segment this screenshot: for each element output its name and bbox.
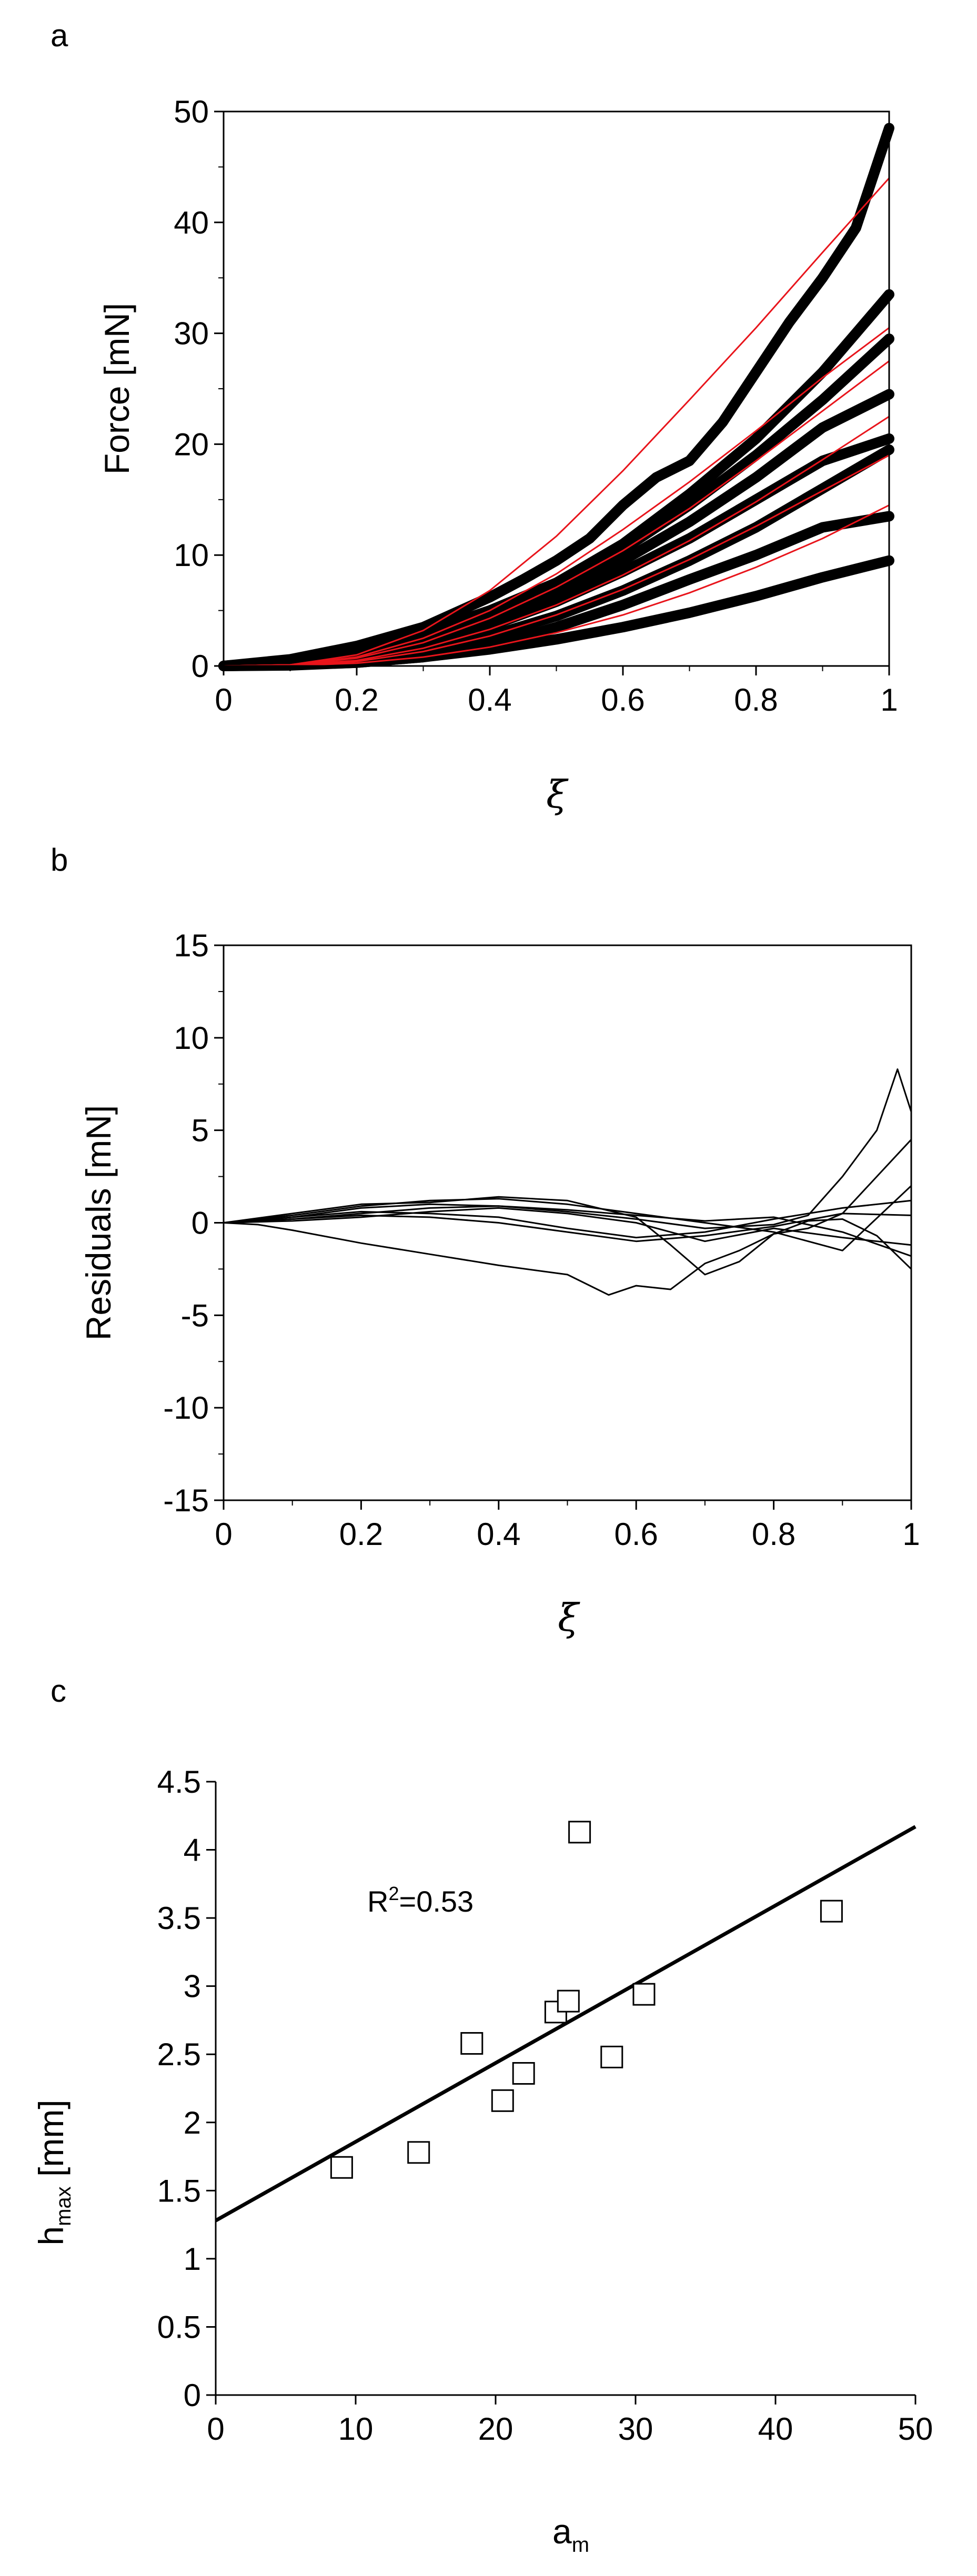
y-tick-label: 30 (174, 316, 209, 351)
regression-line (215, 1825, 916, 2223)
y-tick-label: 20 (174, 427, 209, 462)
ylabel-main: h (32, 2226, 70, 2246)
force-series-group (218, 123, 894, 671)
y-tick-label: 1 (184, 2241, 201, 2277)
xlabel-sub: m (572, 2533, 589, 2557)
x-tick-label: 1 (880, 682, 898, 718)
x-tick-label: 0.6 (601, 682, 644, 718)
x-tick-label: 10 (338, 2411, 374, 2447)
y-tick-label: 10 (174, 538, 209, 573)
residual-series (223, 1139, 912, 1276)
y-tick-label: 3.5 (157, 1901, 201, 1936)
ylabel-unit: [mm] (32, 2099, 70, 2177)
force-fit-curve (223, 454, 890, 667)
x-tick-label: 1 (902, 1517, 920, 1552)
x-tick-label: 0.2 (335, 682, 378, 718)
force-fit-curve (223, 416, 890, 667)
x-tick-label: 30 (618, 2411, 653, 2447)
residual-series (223, 1068, 912, 1229)
force-x-axis-label: ξ (546, 772, 569, 816)
x-tick-label: 0 (207, 2411, 224, 2447)
y-tick-label: 0 (192, 649, 209, 684)
x-tick-label: 0.4 (477, 1517, 520, 1552)
residual-y-axis-label: Residuals [mN] (79, 1105, 118, 1340)
ylabel-sub: max (52, 2186, 75, 2226)
hmax-x-axis-label: am (552, 2512, 589, 2557)
y-tick-label: -10 (163, 1390, 209, 1426)
y-tick-label: 40 (174, 205, 209, 240)
panel-letter-b: b (51, 842, 68, 877)
residual-series (223, 1205, 912, 1257)
y-tick-label: -5 (181, 1298, 209, 1333)
hmax-axes: 0 10 20 30 40 50 0 0.5 1 1.5 2 2.5 3 3.5 4 4.5 (157, 1764, 933, 2447)
residual-series (223, 1207, 912, 1246)
svg-text:hmax [mm]: hmax [mm] (32, 2099, 75, 2245)
x-tick-label: 0.2 (339, 1517, 383, 1552)
y-tick-label: 2 (184, 2105, 201, 2140)
data-point (557, 1989, 580, 2013)
r2-rest: =0.53 (399, 1885, 474, 1918)
residual-series (223, 1185, 912, 1251)
data-point (568, 1821, 591, 1844)
residuals-chart: 0 0.2 0.4 0.6 0.8 1 -15 -10 -5 0 5 10 15 Residuals [… (79, 928, 920, 1640)
residual-axes: 0 0.2 0.4 0.6 0.8 1 -15 -10 -5 0 5 10 15 (163, 928, 920, 1552)
force-fit-group (223, 177, 890, 667)
x-tick-label: 0.8 (752, 1517, 795, 1552)
data-point (632, 1983, 656, 2006)
y-tick-label: 4.5 (157, 1764, 201, 1800)
hmax-fit-line-group (215, 1825, 916, 2223)
y-tick-label: 0 (192, 1206, 209, 1241)
data-point (820, 1900, 843, 1923)
residual-series-group (223, 1068, 912, 1296)
force-fit-curve (223, 504, 890, 667)
hmax-points-group (330, 1821, 843, 2179)
r-squared-annotation: R2=0.53 (367, 1883, 474, 1918)
x-tick-label: 0.8 (734, 682, 778, 718)
hmax-y-axis-label: hmax [mm] (32, 2099, 75, 2245)
y-tick-label: 0.5 (157, 2309, 201, 2345)
data-point (460, 2032, 484, 2055)
residual-series (223, 1218, 912, 1296)
x-tick-label: 0 (215, 682, 232, 718)
y-tick-label: 4 (184, 1833, 201, 1868)
panel-letter-c: c (51, 1673, 66, 1709)
force-fit-curve (223, 360, 890, 667)
y-tick-label: 3 (184, 1969, 201, 2004)
x-tick-label: 50 (898, 2411, 933, 2447)
r2-main: R (367, 1885, 388, 1918)
data-point (512, 2062, 535, 2085)
plot-frame (223, 944, 912, 1501)
hmax-scatter-chart: 0 10 20 30 40 50 0 0.5 1 1.5 2 2.5 3 3.5 4 4.5 hmax [mm… (32, 1764, 933, 2557)
data-point (491, 2089, 514, 2112)
y-tick-label: 0 (184, 2378, 201, 2413)
data-point (407, 2141, 430, 2164)
y-tick-label: 10 (174, 1021, 209, 1056)
y-tick-label: 15 (174, 928, 209, 963)
x-tick-label: 0.4 (468, 682, 511, 718)
x-tick-label: 20 (478, 2411, 513, 2447)
ylabel-space (32, 2177, 70, 2186)
xlabel-main: a (552, 2512, 572, 2551)
residual-x-axis-label: ξ (558, 1595, 580, 1640)
y-tick-label: 1.5 (157, 2173, 201, 2208)
panel-letter-a: a (51, 18, 68, 53)
r2-sup: 2 (388, 1883, 399, 1904)
y-tick-label: 2.5 (157, 2037, 201, 2072)
force-y-axis-label: Force [mN] (97, 303, 136, 474)
x-tick-label: 40 (758, 2411, 793, 2447)
y-tick-label: 5 (192, 1113, 209, 1148)
data-point (600, 2045, 623, 2068)
y-tick-label: 50 (174, 94, 209, 129)
x-tick-label: 0.6 (614, 1517, 658, 1552)
data-point (330, 2156, 353, 2179)
x-tick-label: 0 (215, 1517, 232, 1552)
residual-series (223, 1199, 912, 1239)
force-fit-curve (223, 177, 890, 667)
y-tick-label: -15 (163, 1483, 209, 1518)
